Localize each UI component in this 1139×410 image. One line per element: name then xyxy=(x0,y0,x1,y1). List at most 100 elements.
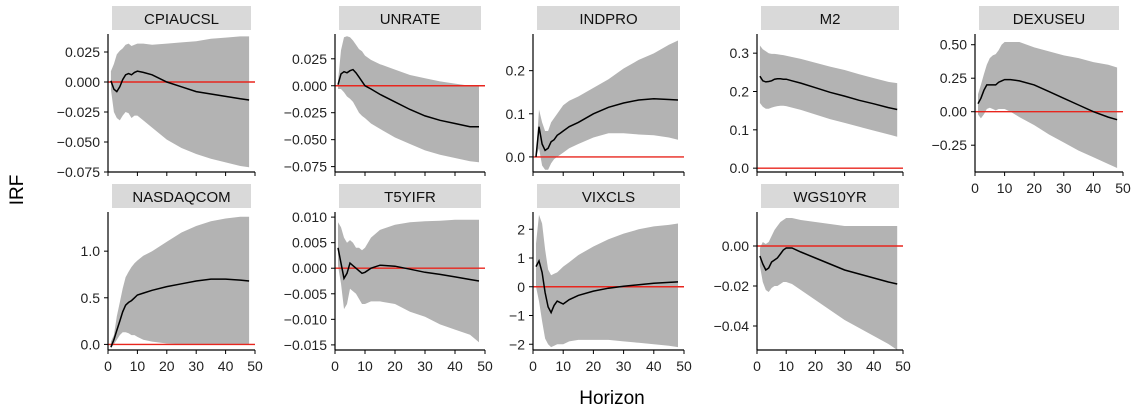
panel-title: VIXCLS xyxy=(582,189,635,206)
confidence-band xyxy=(338,219,479,343)
y-tick-label: 0.000 xyxy=(65,74,100,90)
x-tick-label: 50 xyxy=(895,358,911,374)
y-tick-label: 0.025 xyxy=(292,51,327,67)
irf-line xyxy=(759,247,898,285)
x-tick-label: 20 xyxy=(159,358,175,374)
x-tick-label: 10 xyxy=(997,180,1013,196)
irf-line xyxy=(535,97,679,157)
y-tick-label: 0.00 xyxy=(722,238,749,254)
x-tick-label: 40 xyxy=(646,358,662,374)
confidence-band xyxy=(110,216,250,349)
panel-title: CPIAUCSL xyxy=(144,11,219,28)
panel-strip xyxy=(339,6,481,30)
x-tick-label: 10 xyxy=(778,358,794,374)
y-tick-label: 0.1 xyxy=(730,122,750,138)
irf-line xyxy=(535,258,679,315)
panel-m2: M2 0.0 0.1 0.2 0.3 xyxy=(730,6,904,176)
confidence-band xyxy=(536,40,678,170)
y-tick-label: −0.075 xyxy=(284,159,327,175)
panel-strip xyxy=(761,6,899,30)
x-tick-label: 40 xyxy=(447,358,463,374)
y-tick-label: 0.50 xyxy=(940,37,967,53)
x-axis-label: Horizon xyxy=(579,388,644,409)
panel-strip xyxy=(761,184,899,208)
panel-strip xyxy=(537,184,680,208)
x-tick-label: 40 xyxy=(866,358,882,374)
y-tick-label: 0.3 xyxy=(730,45,750,61)
y-tick-label: 2 xyxy=(517,221,525,237)
panel-nasdaqcom: NASDAQCOM 0.0 0.5 1.0 0 10 20 30 40 50 xyxy=(81,184,263,374)
confidence-band xyxy=(978,42,1118,168)
panel-title: INDPRO xyxy=(579,11,637,28)
irf-line xyxy=(110,70,250,101)
x-tick-label: 50 xyxy=(477,358,493,374)
x-tick-label: 20 xyxy=(1026,180,1042,196)
confidence-band xyxy=(110,36,250,168)
panel-unrate: UNRATE −0.075 −0.050 −0.025 0.000 0.025 xyxy=(284,6,486,176)
panel-strip xyxy=(339,184,481,208)
panel-cpiaucsl: CPIAUCSL −0.075 −0.050 −0.025 0.000 0.025 xyxy=(57,6,256,180)
y-tick-label: 0.2 xyxy=(506,63,526,79)
y-tick-label: −0.015 xyxy=(284,337,327,353)
x-tick-label: 40 xyxy=(1086,180,1102,196)
y-axis-label: IRF xyxy=(7,175,28,206)
y-tick-label: 0.005 xyxy=(292,235,327,251)
y-tick-label: 1 xyxy=(517,250,525,266)
confidence-band xyxy=(338,36,479,163)
y-tick-label: −0.075 xyxy=(57,164,100,180)
irf-line xyxy=(977,78,1118,121)
x-tick-label: 0 xyxy=(331,358,339,374)
panel-title: M2 xyxy=(820,11,841,28)
y-tick-label: 1.0 xyxy=(81,243,101,259)
y-tick-label: 0.00 xyxy=(940,104,967,120)
y-tick-label: 0.2 xyxy=(730,84,750,100)
x-tick-label: 30 xyxy=(417,358,433,374)
x-tick-label: 0 xyxy=(753,358,761,374)
y-tick-label: 0 xyxy=(517,279,525,295)
y-tick-label: 0.0 xyxy=(506,149,526,165)
panel-title: DEXUSEU xyxy=(1013,11,1086,28)
y-tick-label: −2 xyxy=(509,336,525,352)
x-tick-label: 0 xyxy=(529,358,537,374)
x-tick-label: 0 xyxy=(971,180,979,196)
x-tick-label: 50 xyxy=(247,358,263,374)
x-tick-label: 10 xyxy=(357,358,373,374)
y-tick-label: −0.005 xyxy=(284,286,327,302)
panel-strip xyxy=(112,6,251,30)
irf-line xyxy=(110,278,250,348)
y-tick-label: −0.010 xyxy=(284,311,327,327)
confidence-band xyxy=(759,218,898,350)
panel-strip xyxy=(537,6,680,30)
panel-indpro: INDPRO 0.0 0.1 0.2 xyxy=(506,6,685,176)
y-tick-label: 0.0 xyxy=(730,160,750,176)
panel-strip xyxy=(112,184,251,208)
y-tick-label: −0.025 xyxy=(284,105,327,121)
panel-strip xyxy=(979,6,1119,30)
y-tick-label: −0.050 xyxy=(284,132,327,148)
irf-line xyxy=(337,68,479,128)
x-tick-label: 10 xyxy=(555,358,571,374)
y-tick-label: −1 xyxy=(509,308,525,324)
y-tick-label: 0.5 xyxy=(81,290,101,306)
x-tick-label: 20 xyxy=(808,358,824,374)
x-tick-label: 30 xyxy=(1056,180,1072,196)
y-tick-label: −0.025 xyxy=(57,104,100,120)
panel-t5yifr: T5YIFR −0.015 −0.010 −0.005 0.000 0.005 0.010 0… xyxy=(284,184,493,374)
confidence-band xyxy=(536,214,678,348)
panel-title: UNRATE xyxy=(380,11,441,28)
x-tick-label: 20 xyxy=(586,358,602,374)
irf-line xyxy=(337,247,480,282)
panel-wgs10yr: WGS10YR −0.04 −0.02 0.00 0 10 20 30 40 50 xyxy=(714,184,911,374)
panel-dexuseu: DEXUSEU −0.25 0.00 0.25 0.50 0 10 20 30 40 50 xyxy=(932,6,1131,196)
panel-title: WGS10YR xyxy=(793,189,867,206)
y-tick-label: 0.000 xyxy=(292,260,327,276)
x-tick-label: 30 xyxy=(616,358,632,374)
y-tick-label: 0.025 xyxy=(65,44,100,60)
y-tick-label: 0.1 xyxy=(506,106,526,122)
y-tick-label: −0.04 xyxy=(714,318,750,334)
y-tick-label: 0.000 xyxy=(292,78,327,94)
y-tick-label: −0.25 xyxy=(932,137,968,153)
panel-title: NASDAQCOM xyxy=(132,189,230,206)
